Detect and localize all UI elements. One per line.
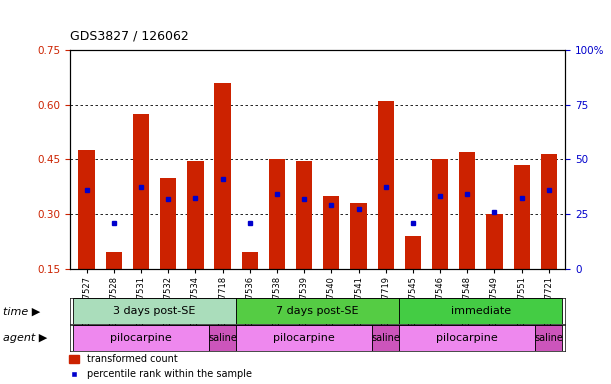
Bar: [241, 252, 258, 269]
Text: immediate: immediate: [451, 306, 511, 316]
Bar: [106, 252, 122, 269]
Bar: [269, 159, 285, 269]
Bar: [160, 178, 177, 269]
Bar: [372, 325, 400, 351]
Bar: [378, 101, 394, 269]
Bar: [323, 196, 340, 269]
Text: pilocarpine: pilocarpine: [110, 333, 172, 343]
Bar: [187, 161, 203, 269]
Text: time ▶: time ▶: [3, 306, 40, 316]
Text: 7 days post-SE: 7 days post-SE: [276, 306, 359, 316]
Bar: [236, 298, 400, 324]
Text: agent ▶: agent ▶: [3, 333, 47, 343]
Bar: [535, 325, 563, 351]
Bar: [541, 154, 557, 269]
Bar: [209, 325, 236, 351]
Bar: [133, 114, 149, 269]
Text: saline: saline: [535, 333, 563, 343]
Legend: transformed count, percentile rank within the sample: transformed count, percentile rank withi…: [69, 354, 252, 379]
Text: 3 days post-SE: 3 days post-SE: [114, 306, 196, 316]
Bar: [73, 325, 209, 351]
Bar: [296, 161, 312, 269]
Bar: [432, 159, 448, 269]
Bar: [513, 165, 530, 269]
Text: pilocarpine: pilocarpine: [436, 333, 498, 343]
Bar: [350, 203, 367, 269]
Text: GDS3827 / 126062: GDS3827 / 126062: [70, 29, 189, 42]
Bar: [404, 236, 421, 269]
Bar: [214, 83, 231, 269]
Bar: [486, 214, 503, 269]
Bar: [459, 152, 475, 269]
Text: saline: saline: [208, 333, 237, 343]
Bar: [73, 298, 236, 324]
Bar: [78, 150, 95, 269]
Text: saline: saline: [371, 333, 400, 343]
Bar: [236, 325, 372, 351]
Bar: [400, 325, 535, 351]
Bar: [400, 298, 563, 324]
Text: pilocarpine: pilocarpine: [273, 333, 335, 343]
